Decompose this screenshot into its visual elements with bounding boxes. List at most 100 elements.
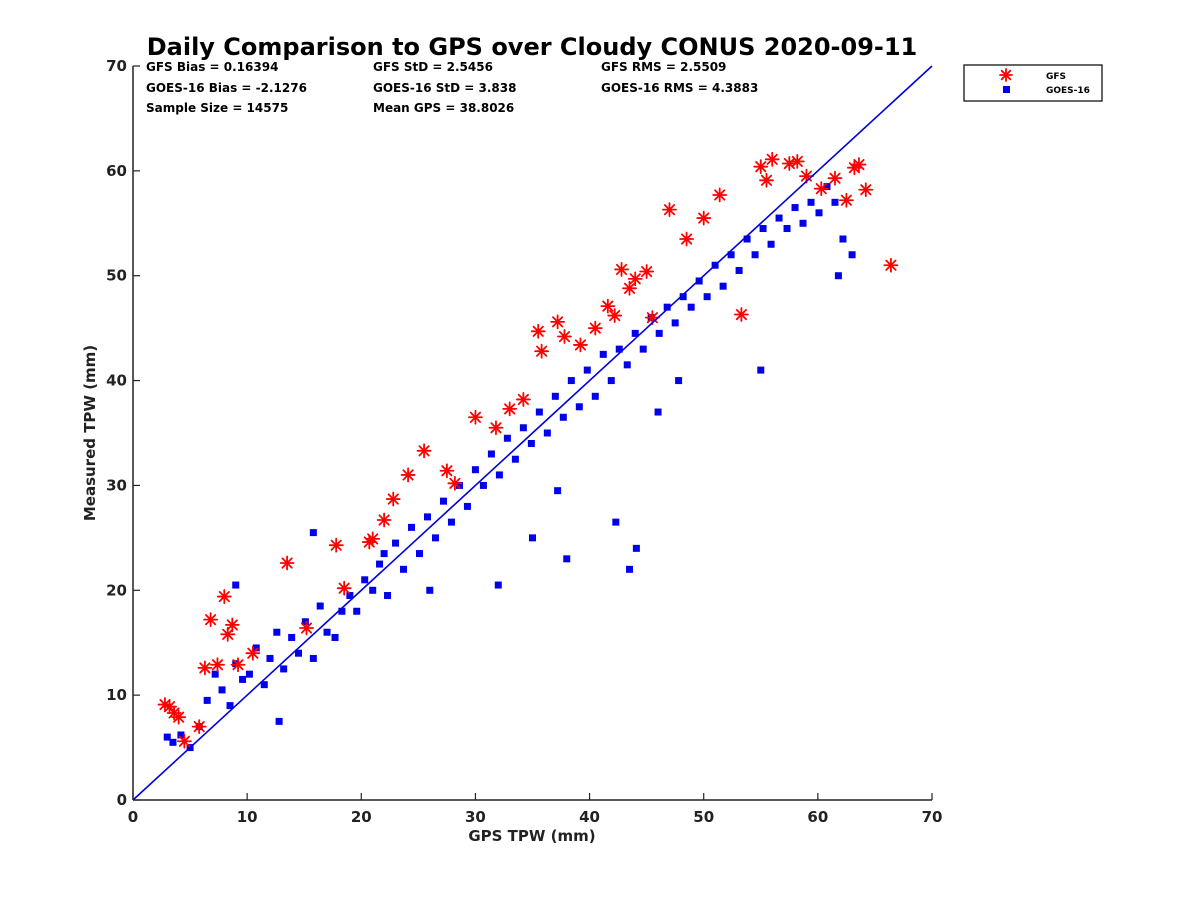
- goes16-point: [392, 539, 400, 547]
- goes16-point: [612, 518, 620, 526]
- goes16-point: [639, 345, 647, 353]
- goes16-point: [218, 686, 226, 694]
- gfs-point: [171, 709, 187, 725]
- goes16-point: [807, 198, 815, 206]
- goes16-point: [295, 649, 303, 657]
- legend: GFS GOES-16: [963, 64, 1103, 102]
- goes16-point: [719, 282, 727, 290]
- goes16-point: [751, 251, 759, 259]
- stats-block: GFS Bias = 0.16394 GFS StD = 2.5456 GFS RM…: [146, 60, 758, 115]
- gfs-point: [587, 320, 603, 336]
- goes16-point: [239, 675, 247, 683]
- gfs-point: [764, 151, 780, 167]
- goes16-point: [623, 361, 631, 369]
- goes16-point: [831, 198, 839, 206]
- gfs-point: [534, 343, 550, 359]
- goes16-point: [655, 329, 663, 337]
- goes16-point: [232, 581, 240, 589]
- goes16-point: [266, 654, 274, 662]
- y-tick-label: 40: [106, 372, 127, 390]
- goes16-point: [607, 377, 615, 385]
- goes16-point: [767, 240, 775, 248]
- goes16-point: [575, 403, 583, 411]
- goes16-point: [346, 592, 354, 600]
- legend-gfs-marker: [999, 68, 1013, 82]
- goes16-point: [559, 413, 567, 421]
- legend-goes16-marker: [1003, 86, 1010, 93]
- y-tick-label: 10: [106, 686, 127, 704]
- x-tick-label: 40: [579, 808, 600, 826]
- gfs-point: [365, 531, 381, 547]
- legend-gfs-label: GFS: [1046, 72, 1066, 82]
- goes16-point: [380, 550, 388, 558]
- gfs-point: [385, 491, 401, 507]
- gfs-point: [858, 182, 874, 198]
- goes16-point: [599, 350, 607, 358]
- goes16-point: [671, 319, 679, 327]
- gfs-point: [400, 467, 416, 483]
- stat-text: GOES-16 RMS = 4.3883: [601, 81, 758, 95]
- gfs-point: [789, 154, 805, 169]
- gfs-point: [203, 612, 219, 628]
- gfs-point: [279, 555, 295, 571]
- gfs-point: [662, 202, 677, 218]
- gfs-point: [210, 657, 225, 673]
- gfs-point: [679, 231, 694, 247]
- chart-title: Daily Comparison to GPS over Cloudy CONU…: [147, 33, 918, 61]
- goes16-point: [280, 665, 288, 673]
- gfs-point: [488, 420, 504, 436]
- gfs-point: [607, 308, 623, 323]
- gfs-point: [759, 172, 774, 188]
- gfs-point: [712, 187, 728, 203]
- stat-text: Sample Size = 14575: [146, 101, 288, 115]
- gfs-point: [220, 626, 236, 642]
- gfs-point: [600, 298, 616, 314]
- goes16-point: [455, 481, 463, 489]
- stat-text: GOES-16 StD = 3.838: [373, 81, 516, 95]
- goes16-point: [759, 225, 767, 233]
- goes16-point: [301, 618, 309, 626]
- goes16-point: [309, 654, 317, 662]
- gfs-point: [627, 271, 643, 287]
- gfs-point: [336, 580, 352, 596]
- gfs-series: [157, 151, 899, 749]
- goes16-point: [245, 670, 253, 678]
- gfs-point: [696, 210, 712, 226]
- y-tick-label: 60: [106, 162, 127, 180]
- gfs-point: [502, 401, 518, 417]
- goes16-point: [527, 439, 535, 447]
- goes16-point: [503, 434, 511, 442]
- goes16-point: [323, 628, 331, 636]
- gfs-point: [733, 307, 749, 322]
- goes16-point: [439, 497, 447, 505]
- goes16-point: [169, 738, 177, 746]
- gfs-point: [176, 733, 192, 749]
- goes16-point: [783, 225, 791, 233]
- goes16-point: [408, 523, 416, 531]
- gfs-point: [416, 443, 432, 459]
- gfs-point: [838, 192, 854, 208]
- gfs-point: [622, 280, 637, 296]
- gfs-point: [827, 170, 843, 186]
- gfs-point: [328, 537, 344, 553]
- goes16-point: [815, 209, 823, 217]
- gfs-point: [515, 392, 531, 407]
- gfs-point: [883, 257, 899, 273]
- goes16-point: [361, 576, 369, 584]
- goes16-point: [727, 251, 735, 259]
- goes16-point: [384, 592, 392, 600]
- legend-gfs-asterisk: [999, 68, 1013, 82]
- goes16-point: [735, 266, 743, 274]
- goes16-point: [626, 565, 634, 573]
- goes16-point: [591, 392, 599, 400]
- gfs-point: [851, 157, 867, 172]
- gfs-point: [439, 463, 455, 479]
- goes16-point: [163, 733, 171, 741]
- goes16-point: [654, 408, 662, 416]
- x-tick-label: 30: [465, 808, 486, 826]
- goes16-point: [479, 481, 487, 489]
- stat-text: Mean GPS = 38.8026: [373, 101, 514, 115]
- x-tick-label: 10: [237, 808, 258, 826]
